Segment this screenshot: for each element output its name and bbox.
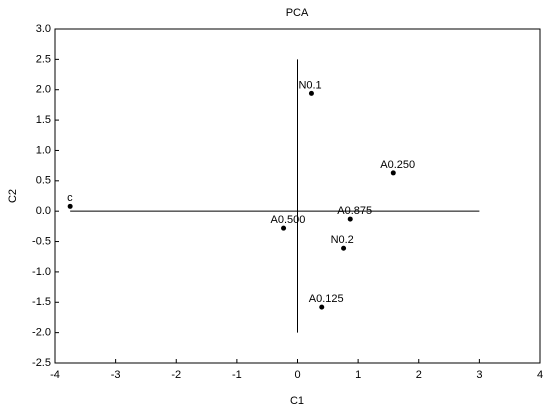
x-tick-label: 2 (416, 369, 422, 381)
y-tick-label: -1.5 (32, 296, 51, 308)
y-tick-label: 2.0 (36, 84, 51, 96)
y-tick-label: -2.0 (32, 327, 51, 339)
x-tick-label: 1 (355, 369, 361, 381)
point-label: N0.1 (298, 79, 321, 91)
y-tick-label: -2.5 (32, 357, 51, 369)
point-label: A0.500 (271, 214, 306, 226)
point (319, 304, 325, 310)
x-tick-label: -2 (171, 369, 181, 381)
point (281, 225, 287, 231)
x-tick-label: -4 (50, 369, 60, 381)
x-tick-label: 4 (537, 369, 543, 381)
y-tick-label: 1.5 (36, 114, 51, 126)
x-tick-label: -1 (232, 369, 242, 381)
y-tick-label: 3.0 (36, 23, 51, 35)
point-label: A0.250 (380, 159, 415, 171)
y-tick-label: -1.0 (32, 266, 51, 278)
y-tick-label: 0.5 (36, 175, 51, 187)
point (347, 216, 353, 222)
chart-title: PCA (286, 7, 309, 19)
point (390, 170, 396, 176)
y-tick-label: 1.0 (36, 144, 51, 156)
y-axis-label: C2 (7, 189, 19, 203)
x-tick-label: 3 (476, 369, 482, 381)
y-tick-label: -0.5 (32, 235, 51, 247)
point (67, 203, 73, 209)
point (341, 245, 347, 251)
point (308, 90, 314, 96)
y-tick-label: 2.5 (36, 53, 51, 65)
point-label: A0.875 (337, 205, 372, 217)
x-axis-label: C1 (290, 395, 304, 407)
x-tick-label: 0 (294, 369, 300, 381)
point-label: N0.2 (331, 234, 354, 246)
point-label: A0.125 (309, 293, 344, 305)
point-label: c (67, 192, 73, 204)
x-tick-label: -3 (111, 369, 121, 381)
y-tick-label: 0.0 (36, 205, 51, 217)
